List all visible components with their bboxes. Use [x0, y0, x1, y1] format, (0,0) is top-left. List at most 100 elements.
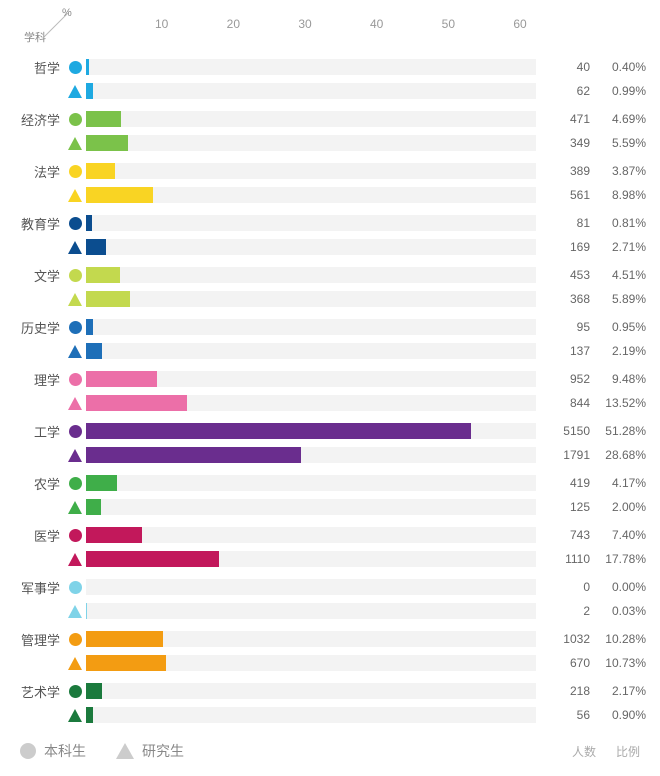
count-value: 349: [542, 136, 590, 150]
marker-cell: [66, 449, 84, 462]
marker-cell: [66, 477, 84, 490]
axis-ticks: 102030405060: [90, 15, 520, 51]
marker-cell: [66, 373, 84, 386]
pct-value: 10.73%: [590, 656, 650, 670]
triangle-icon: [68, 397, 82, 410]
pct-value: 8.98%: [590, 188, 650, 202]
category-row-undergrad: 理学9529.48%: [10, 369, 650, 389]
circle-icon: [69, 113, 82, 126]
column-headers: 人数 比例: [572, 743, 650, 760]
axis-tick: 40: [370, 17, 383, 31]
column-header-ratio: 比例: [616, 743, 640, 760]
bar-track: [86, 239, 536, 255]
legend-undergrad-label: 本科生: [44, 741, 86, 761]
pct-value: 2.71%: [590, 240, 650, 254]
pct-value: 2.17%: [590, 684, 650, 698]
bar-track: [86, 447, 536, 463]
marker-cell: [66, 605, 84, 618]
category-block: 文学4534.51%3685.89%: [10, 265, 650, 309]
count-value: 471: [542, 112, 590, 126]
bar-track: [86, 59, 536, 75]
marker-cell: [66, 581, 84, 594]
circle-icon: [69, 269, 82, 282]
bar-track: [86, 603, 536, 619]
circle-icon: [69, 321, 82, 334]
bar-fill: [86, 707, 93, 723]
count-value: 0: [542, 580, 590, 594]
category-label: 艺术学: [10, 682, 66, 701]
count-value: 125: [542, 500, 590, 514]
bar-fill: [86, 395, 187, 411]
marker-cell: [66, 709, 84, 722]
category-row-grad: 111017.78%: [10, 549, 650, 569]
category-block: 法学3893.87%5618.98%: [10, 161, 650, 205]
count-value: 5150: [542, 424, 590, 438]
bar-track: [86, 187, 536, 203]
chart-footer: 本科生 研究生 人数 比例: [10, 741, 650, 761]
bar-fill: [86, 447, 301, 463]
count-value: 169: [542, 240, 590, 254]
circle-icon: [69, 581, 82, 594]
pct-value: 2.00%: [590, 500, 650, 514]
bar-track: [86, 343, 536, 359]
axis-tick: 30: [298, 17, 311, 31]
axis-tick: 20: [227, 17, 240, 31]
category-block: 工学515051.28%179128.68%: [10, 421, 650, 465]
marker-cell: [66, 165, 84, 178]
pct-value: 9.48%: [590, 372, 650, 386]
count-value: 1110: [542, 552, 590, 566]
count-value: 56: [542, 708, 590, 722]
category-label: 医学: [10, 526, 66, 545]
bar-fill: [86, 655, 166, 671]
marker-cell: [66, 137, 84, 150]
triangle-icon: [116, 743, 134, 759]
triangle-icon: [68, 293, 82, 306]
category-row-grad: 5618.98%: [10, 185, 650, 205]
category-row-undergrad: 哲学400.40%: [10, 57, 650, 77]
pct-value: 0.03%: [590, 604, 650, 618]
category-row-undergrad: 工学515051.28%: [10, 421, 650, 441]
bar-track: [86, 423, 536, 439]
bar-fill: [86, 631, 163, 647]
marker-cell: [66, 657, 84, 670]
count-value: 95: [542, 320, 590, 334]
axis-subject-label: 学科: [24, 29, 46, 45]
marker-cell: [66, 685, 84, 698]
category-row-undergrad: 教育学810.81%: [10, 213, 650, 233]
category-row-undergrad: 医学7437.40%: [10, 525, 650, 545]
count-value: 81: [542, 216, 590, 230]
triangle-icon: [68, 657, 82, 670]
column-header-count: 人数: [572, 743, 596, 760]
bar-track: [86, 683, 536, 699]
bar-fill: [86, 423, 471, 439]
bar-track: [86, 551, 536, 567]
bar-fill: [86, 163, 115, 179]
triangle-icon: [68, 345, 82, 358]
category-row-grad: 20.03%: [10, 601, 650, 621]
triangle-icon: [68, 85, 82, 98]
pct-value: 2.19%: [590, 344, 650, 358]
pct-value: 10.28%: [590, 632, 650, 646]
category-label: 历史学: [10, 318, 66, 337]
triangle-icon: [68, 553, 82, 566]
count-value: 561: [542, 188, 590, 202]
bar-track: [86, 475, 536, 491]
marker-cell: [66, 241, 84, 254]
marker-cell: [66, 397, 84, 410]
count-value: 2: [542, 604, 590, 618]
category-label: 哲学: [10, 58, 66, 77]
triangle-icon: [68, 449, 82, 462]
pct-value: 5.89%: [590, 292, 650, 306]
circle-icon: [69, 529, 82, 542]
pct-value: 0.95%: [590, 320, 650, 334]
bar-track: [86, 215, 536, 231]
category-row-undergrad: 艺术学2182.17%: [10, 681, 650, 701]
bar-fill: [86, 475, 117, 491]
category-label: 文学: [10, 266, 66, 285]
triangle-icon: [68, 605, 82, 618]
bar-track: [86, 319, 536, 335]
bar-track: [86, 291, 536, 307]
bar-track: [86, 135, 536, 151]
category-label: 农学: [10, 474, 66, 493]
bar-track: [86, 499, 536, 515]
